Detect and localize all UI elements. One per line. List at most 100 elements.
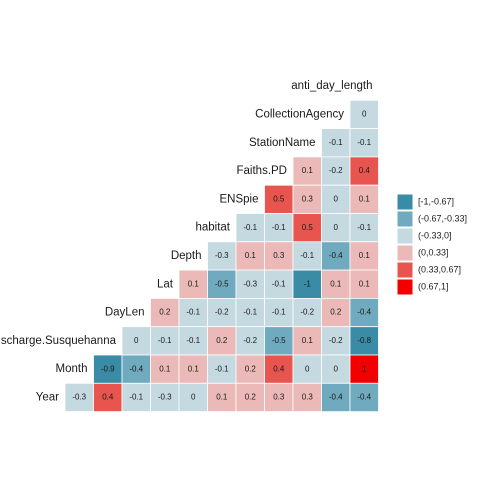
cell-label: -0.1 [186, 308, 200, 317]
cell-label: -0.1 [215, 364, 229, 373]
cell-label: -0.3 [72, 393, 86, 402]
cell [349, 326, 379, 356]
cell-label: -0.2 [243, 336, 257, 345]
cell [235, 241, 265, 271]
cell-label: 0.1 [245, 251, 257, 260]
cell-label: -0.4 [329, 251, 343, 260]
row-label: StationName [249, 137, 315, 149]
cell-label: 0.1 [359, 194, 371, 203]
legend-label: (-0.67,-0.33] [418, 213, 467, 223]
cell-label: 0.4 [102, 393, 114, 402]
row-label: CollectionAgency [255, 108, 344, 120]
row-label: habitat [195, 222, 230, 234]
cell [207, 241, 237, 271]
cell [292, 184, 322, 214]
cell-label: -0.1 [357, 223, 371, 232]
row-label: scharge.Susquehanna [1, 335, 117, 347]
cell-label: 0.1 [188, 279, 200, 288]
legend-swatch [396, 278, 414, 296]
legend-label: (0.67,1] [418, 281, 449, 291]
cell-label: 0.1 [302, 336, 314, 345]
cell-label: -0.4 [129, 364, 143, 373]
cell-label: -0.1 [186, 336, 200, 345]
cell-label: 0.1 [188, 364, 200, 373]
legend-swatch [396, 210, 414, 228]
cell-label: 0 [334, 223, 339, 232]
cell-label: 0.4 [359, 166, 371, 175]
cell-label: 0 [334, 364, 339, 373]
cell-label: -0.9 [101, 364, 115, 373]
cell-label: -0.1 [272, 308, 286, 317]
cell-label: -0.8 [357, 336, 371, 345]
cell [207, 269, 237, 299]
cell [150, 354, 180, 384]
cell-label: 0.1 [302, 166, 314, 175]
cell [121, 326, 151, 356]
cell-label: -0.1 [272, 223, 286, 232]
cell-label: 0.2 [330, 308, 342, 317]
cell [178, 354, 208, 384]
cell-label: -1 [304, 279, 312, 288]
cell-label: 0 [134, 336, 139, 345]
cell [178, 269, 208, 299]
cell [349, 184, 379, 214]
cell-label: -0.2 [329, 166, 343, 175]
row-label: anti_day_length [291, 80, 372, 92]
cell-label: 0.1 [216, 393, 228, 402]
legend-swatch [396, 193, 414, 211]
cell [64, 382, 94, 412]
cell-label: -0.5 [272, 336, 286, 345]
row-label: Lat [157, 278, 174, 290]
cell-label: 0.3 [273, 251, 285, 260]
cell-label: -0.1 [329, 138, 343, 147]
cell-label: 0 [305, 364, 310, 373]
cell-label: 0.5 [302, 223, 314, 232]
cell [93, 382, 123, 412]
cell [178, 382, 208, 412]
cell-label: -0.1 [243, 223, 257, 232]
cell-label: 0.1 [330, 279, 342, 288]
legend-swatch [396, 244, 414, 262]
cell [321, 241, 351, 271]
cell [349, 382, 379, 412]
cell [264, 213, 294, 243]
cell-label: 0 [191, 393, 196, 402]
cell-label: -0.5 [215, 279, 229, 288]
cell [150, 382, 180, 412]
cell-label: -0.3 [215, 251, 229, 260]
legend-swatch [396, 227, 414, 245]
legend-label: (0.33,0.67] [418, 264, 461, 274]
cell [207, 297, 237, 328]
cell-label: -0.2 [329, 336, 343, 345]
row-label: Depth [171, 250, 202, 262]
cell-label: 0.5 [273, 194, 285, 203]
legend-label: [-1,-0.67] [418, 196, 454, 206]
cell-label: -0.1 [129, 393, 143, 402]
row-label: DayLen [105, 307, 145, 319]
cell-label: 0.3 [273, 393, 285, 402]
cell-label: -0.1 [272, 279, 286, 288]
cell [292, 241, 322, 271]
cell [349, 269, 379, 299]
cell [321, 213, 351, 243]
cell-label: -0.4 [357, 308, 371, 317]
cell-label: 0.2 [245, 393, 257, 402]
cell [292, 382, 322, 412]
cell [292, 354, 322, 384]
cell [349, 297, 379, 328]
cell-label: -0.2 [215, 308, 229, 317]
cell-label: 0.2 [159, 308, 171, 317]
cell-label: 0.2 [216, 336, 228, 345]
cell-label: -0.3 [243, 279, 257, 288]
cell-label: -0.2 [300, 308, 314, 317]
cell-label: 0.2 [245, 364, 257, 373]
cell-label: -0.1 [243, 308, 257, 317]
cell [349, 156, 379, 186]
cell-label: -0.1 [357, 138, 371, 147]
cell [207, 354, 237, 384]
row-label: ENSpie [220, 193, 259, 205]
cell [150, 297, 180, 328]
row-label: Month [56, 363, 88, 375]
cell-label: -0.4 [357, 393, 371, 402]
